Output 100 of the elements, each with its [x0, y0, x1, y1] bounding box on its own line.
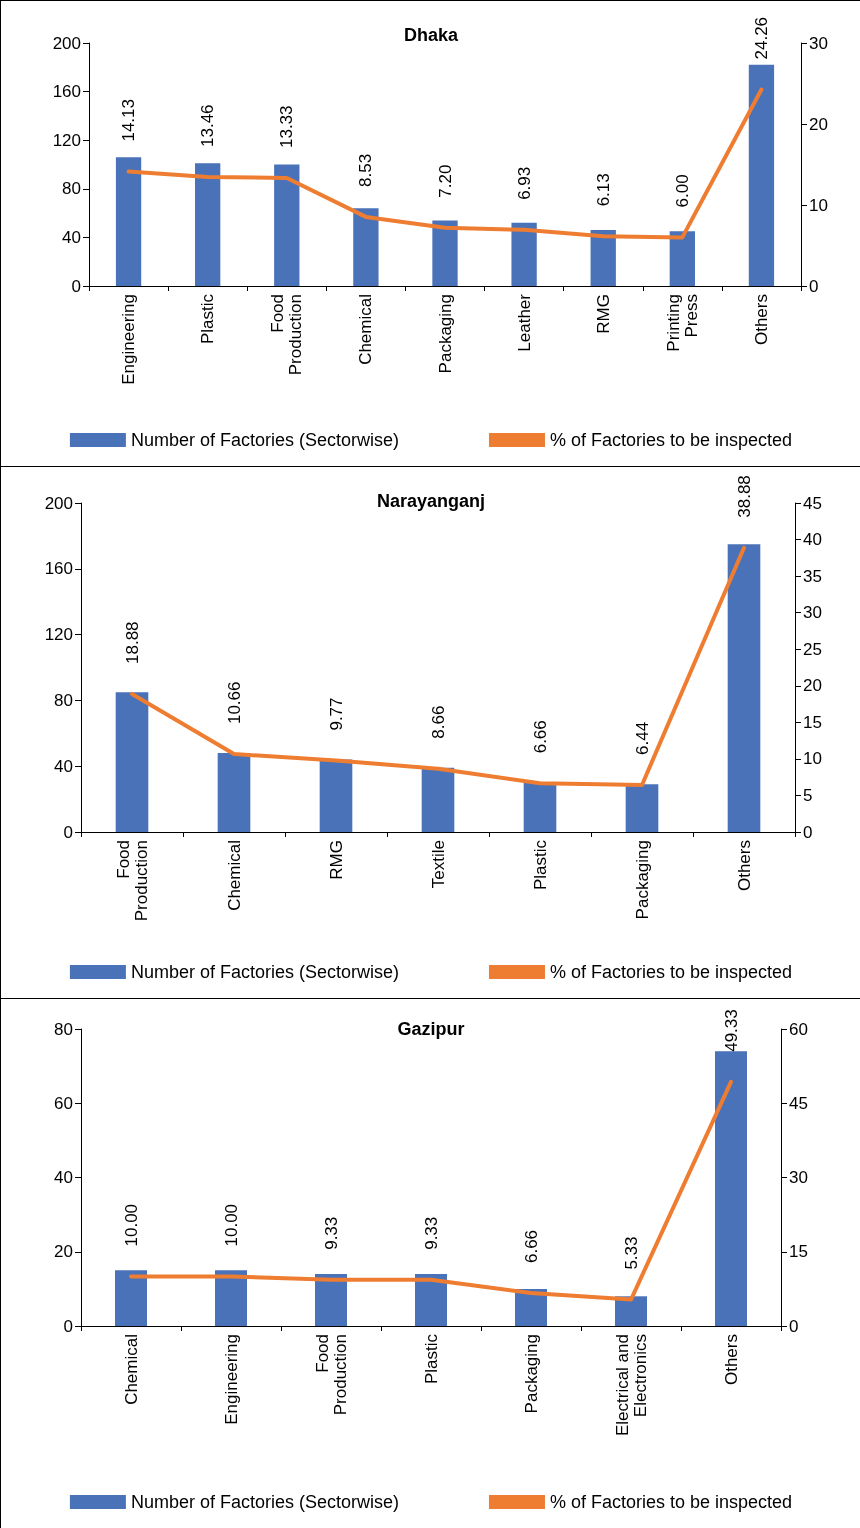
x-tick-label: Printing Press [663, 294, 701, 352]
x-tick-label: Food Production [113, 840, 151, 922]
y-tick-label: 40 [62, 227, 81, 247]
chart-title: Gazipur [397, 1019, 465, 1039]
x-tick-label: Chemical [121, 1334, 141, 1405]
bar [415, 1274, 447, 1326]
data-label: 6.93 [514, 166, 534, 200]
y-tick-label: 160 [44, 559, 73, 579]
chart-title: Narayanganj [376, 491, 486, 511]
bar [421, 767, 455, 832]
x-tick-label: Packaging [435, 294, 455, 374]
y-tick-label: 0 [63, 1316, 73, 1336]
bar [319, 759, 353, 832]
data-label: 13.33 [277, 105, 297, 149]
data-label: 6.44 [632, 721, 652, 755]
x-tick-label: RMG [593, 294, 613, 334]
legend-label: Number of Factories (Sectorwise) [130, 1492, 399, 1512]
data-label: 9.33 [421, 1216, 441, 1250]
bar [115, 1270, 147, 1326]
data-label: 9.77 [326, 697, 346, 731]
legend-label: % of Factories to be inspected [549, 1492, 793, 1512]
bar [195, 163, 221, 286]
x-tick-label: Plastic [198, 293, 218, 345]
bar [353, 208, 379, 286]
bar [727, 544, 761, 832]
x-tick-label: Engineering [119, 294, 139, 385]
bar [432, 220, 458, 286]
y-tick-label: 40 [54, 1168, 73, 1187]
bar [215, 1270, 247, 1326]
data-label: 5.33 [621, 1236, 641, 1270]
bar [615, 1296, 647, 1326]
data-label: 6.00 [672, 174, 692, 208]
y2-tick-label: 5 [803, 785, 813, 805]
legend-label: % of Factories to be inspected [549, 430, 793, 450]
bar [715, 1051, 747, 1326]
data-label: 9.33 [321, 1216, 341, 1250]
y2-tick-label: 30 [803, 603, 822, 623]
y2-tick-label: 30 [789, 1168, 808, 1187]
x-tick-label: Packaging [521, 1334, 541, 1414]
y-tick-label: 200 [44, 493, 73, 513]
data-label: 24.26 [751, 16, 771, 60]
x-tick-label: Textile [428, 840, 448, 889]
x-tick-label: Others [751, 294, 771, 346]
y2-tick-label: 30 [809, 33, 828, 53]
x-tick-label: Food Production [268, 294, 306, 376]
y2-tick-label: 60 [789, 1019, 808, 1039]
y2-tick-label: 45 [803, 493, 822, 513]
bar [115, 692, 149, 832]
y2-tick-label: 15 [789, 1242, 808, 1262]
x-tick-label: Engineering [221, 1334, 241, 1425]
y-tick-label: 160 [52, 82, 81, 102]
data-label: 10.00 [221, 1203, 241, 1247]
y2-tick-label: 0 [803, 822, 813, 842]
y-tick-label: 120 [52, 130, 81, 150]
y2-tick-label: 15 [803, 712, 822, 732]
y2-tick-label: 40 [803, 530, 822, 550]
x-tick-label: Others [721, 1334, 741, 1386]
y-tick-label: 80 [54, 1019, 73, 1039]
x-tick-label: Food Production [312, 1334, 350, 1416]
y-tick-label: 60 [54, 1093, 73, 1113]
data-label: 18.88 [122, 621, 142, 664]
y2-tick-label: 45 [789, 1093, 808, 1113]
data-label: 14.13 [119, 99, 139, 142]
data-label: 10.66 [224, 681, 244, 725]
legend-label: Number of Factories (Sectorwise) [130, 962, 399, 982]
bar [274, 164, 300, 286]
y-tick-label: 120 [44, 625, 73, 645]
x-tick-label: Electrical and Electronics [612, 1334, 650, 1437]
y-tick-label: 80 [62, 179, 81, 199]
x-tick-label: Others [734, 840, 754, 892]
y2-tick-label: 20 [809, 114, 828, 134]
bar [523, 782, 557, 832]
data-label: 10.00 [121, 1203, 141, 1247]
data-label: 13.46 [198, 104, 218, 147]
y2-tick-label: 10 [803, 749, 822, 769]
x-tick-label: Leather [514, 293, 534, 352]
legend-label: Number of Factories (Sectorwise) [130, 430, 399, 450]
data-label: 6.13 [593, 173, 613, 207]
x-tick-label: RMG [326, 840, 346, 880]
y-tick-label: 80 [54, 690, 73, 710]
x-tick-label: Chemical [356, 294, 376, 365]
y2-tick-label: 20 [803, 676, 822, 696]
x-tick-label: Packaging [632, 840, 652, 920]
y-tick-label: 0 [63, 822, 73, 842]
bar [511, 222, 537, 286]
y2-tick-label: 0 [789, 1316, 799, 1336]
y2-tick-label: 10 [809, 195, 828, 215]
data-label: 7.20 [435, 164, 455, 198]
y2-tick-label: 25 [803, 639, 822, 659]
bar [590, 230, 616, 286]
x-tick-label: Plastic [530, 839, 550, 891]
data-label: 38.88 [734, 475, 754, 518]
bar [669, 231, 695, 286]
data-label: 8.53 [356, 153, 376, 187]
legend-label: % of Factories to be inspected [549, 962, 793, 982]
bar [115, 157, 142, 286]
x-tick-label: Chemical [224, 840, 244, 911]
data-label: 6.66 [530, 720, 550, 754]
bar [625, 784, 659, 832]
bar [748, 64, 775, 286]
